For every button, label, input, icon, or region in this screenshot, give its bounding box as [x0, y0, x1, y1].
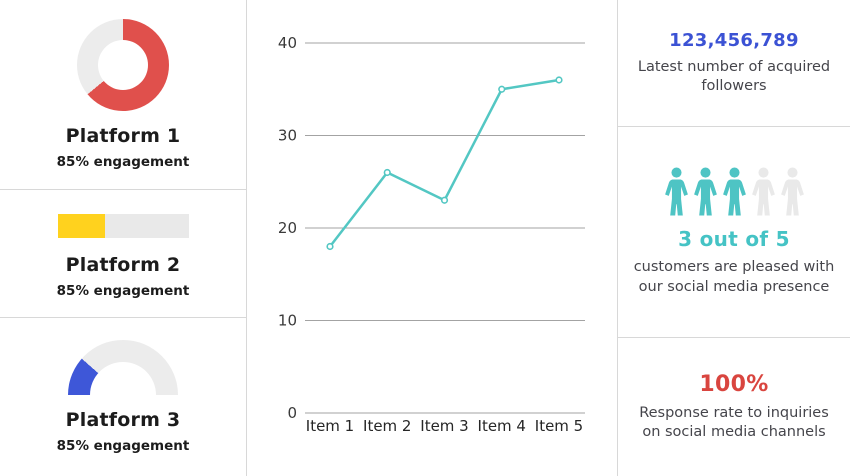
platform-3-panel: Platform 3 85% engagement — [0, 318, 246, 476]
progress-bar-fill — [57, 214, 105, 238]
x-tick-label: Item 2 — [363, 417, 411, 435]
platform-2-engagement: 85% engagement — [56, 283, 190, 299]
customers-caption: customers are pleased with our social me… — [633, 259, 835, 295]
data-point — [383, 168, 391, 177]
y-tick-label: 40 — [278, 34, 297, 52]
data-point — [326, 242, 334, 251]
platforms-column: Platform 1 85% engagement Platform 2 85%… — [0, 0, 247, 476]
series-line — [328, 78, 561, 248]
x-tick-label: Item 5 — [535, 417, 583, 435]
platform-2-panel: Platform 2 85% engagement — [0, 190, 246, 318]
person-empty-icon — [751, 167, 775, 216]
y-tick-label: 10 — [278, 312, 297, 330]
platform-1-title: Platform 1 — [65, 125, 181, 147]
y-tick-label: 0 — [287, 404, 297, 422]
progress-bar — [57, 214, 189, 238]
data-point — [498, 85, 506, 93]
x-tick-label: Item 3 — [420, 417, 468, 435]
followers-caption: Latest number of acquired followers — [637, 58, 831, 94]
person-filled-icon — [722, 167, 746, 216]
gauge-chart — [68, 340, 178, 395]
platform-3-engagement: 85% engagement — [56, 438, 190, 454]
data-point — [440, 196, 449, 204]
y-tick-label: 20 — [278, 219, 297, 237]
response-caption: Response rate to inquiries on social med… — [639, 404, 829, 440]
followers-stat-panel: 123,456,789 Latest number of acquired fo… — [618, 0, 850, 127]
stats-column: 123,456,789 Latest number of acquired fo… — [617, 0, 850, 476]
x-tick-label: Item 4 — [478, 417, 526, 435]
followers-count: 123,456,789 — [669, 29, 799, 51]
response-rate: 100% — [699, 371, 769, 397]
platform-3-title: Platform 3 — [65, 409, 181, 431]
trend-chart-panel: 0 10 20 30 40 Item 1 Item 2 Item 3 Item 4 Item 5 — [247, 0, 617, 476]
x-tick-label: Item 1 — [306, 417, 354, 435]
donut-hole — [98, 40, 148, 90]
platform-1-engagement: 85% engagement — [56, 154, 190, 170]
response-stat-panel: 100% Response rate to inquiries on socia… — [618, 338, 850, 476]
customers-ratio: 3 out of 5 — [678, 227, 790, 252]
y-tick-label: 30 — [278, 127, 297, 145]
person-filled-icon — [664, 167, 688, 216]
line-chart: 0 10 20 30 40 Item 1 Item 2 Item 3 Item 4 Item 5 — [278, 34, 585, 435]
customers-stat-panel: 3 out of 5 customers are pleased with ou… — [618, 127, 850, 338]
person-empty-icon — [780, 167, 804, 216]
customer-pictogram — [663, 167, 806, 217]
data-point — [555, 76, 563, 84]
platform-1-panel: Platform 1 85% engagement — [0, 0, 246, 190]
donut-chart — [77, 19, 169, 111]
person-filled-icon — [693, 167, 717, 216]
platform-2-title: Platform 2 — [65, 254, 181, 276]
